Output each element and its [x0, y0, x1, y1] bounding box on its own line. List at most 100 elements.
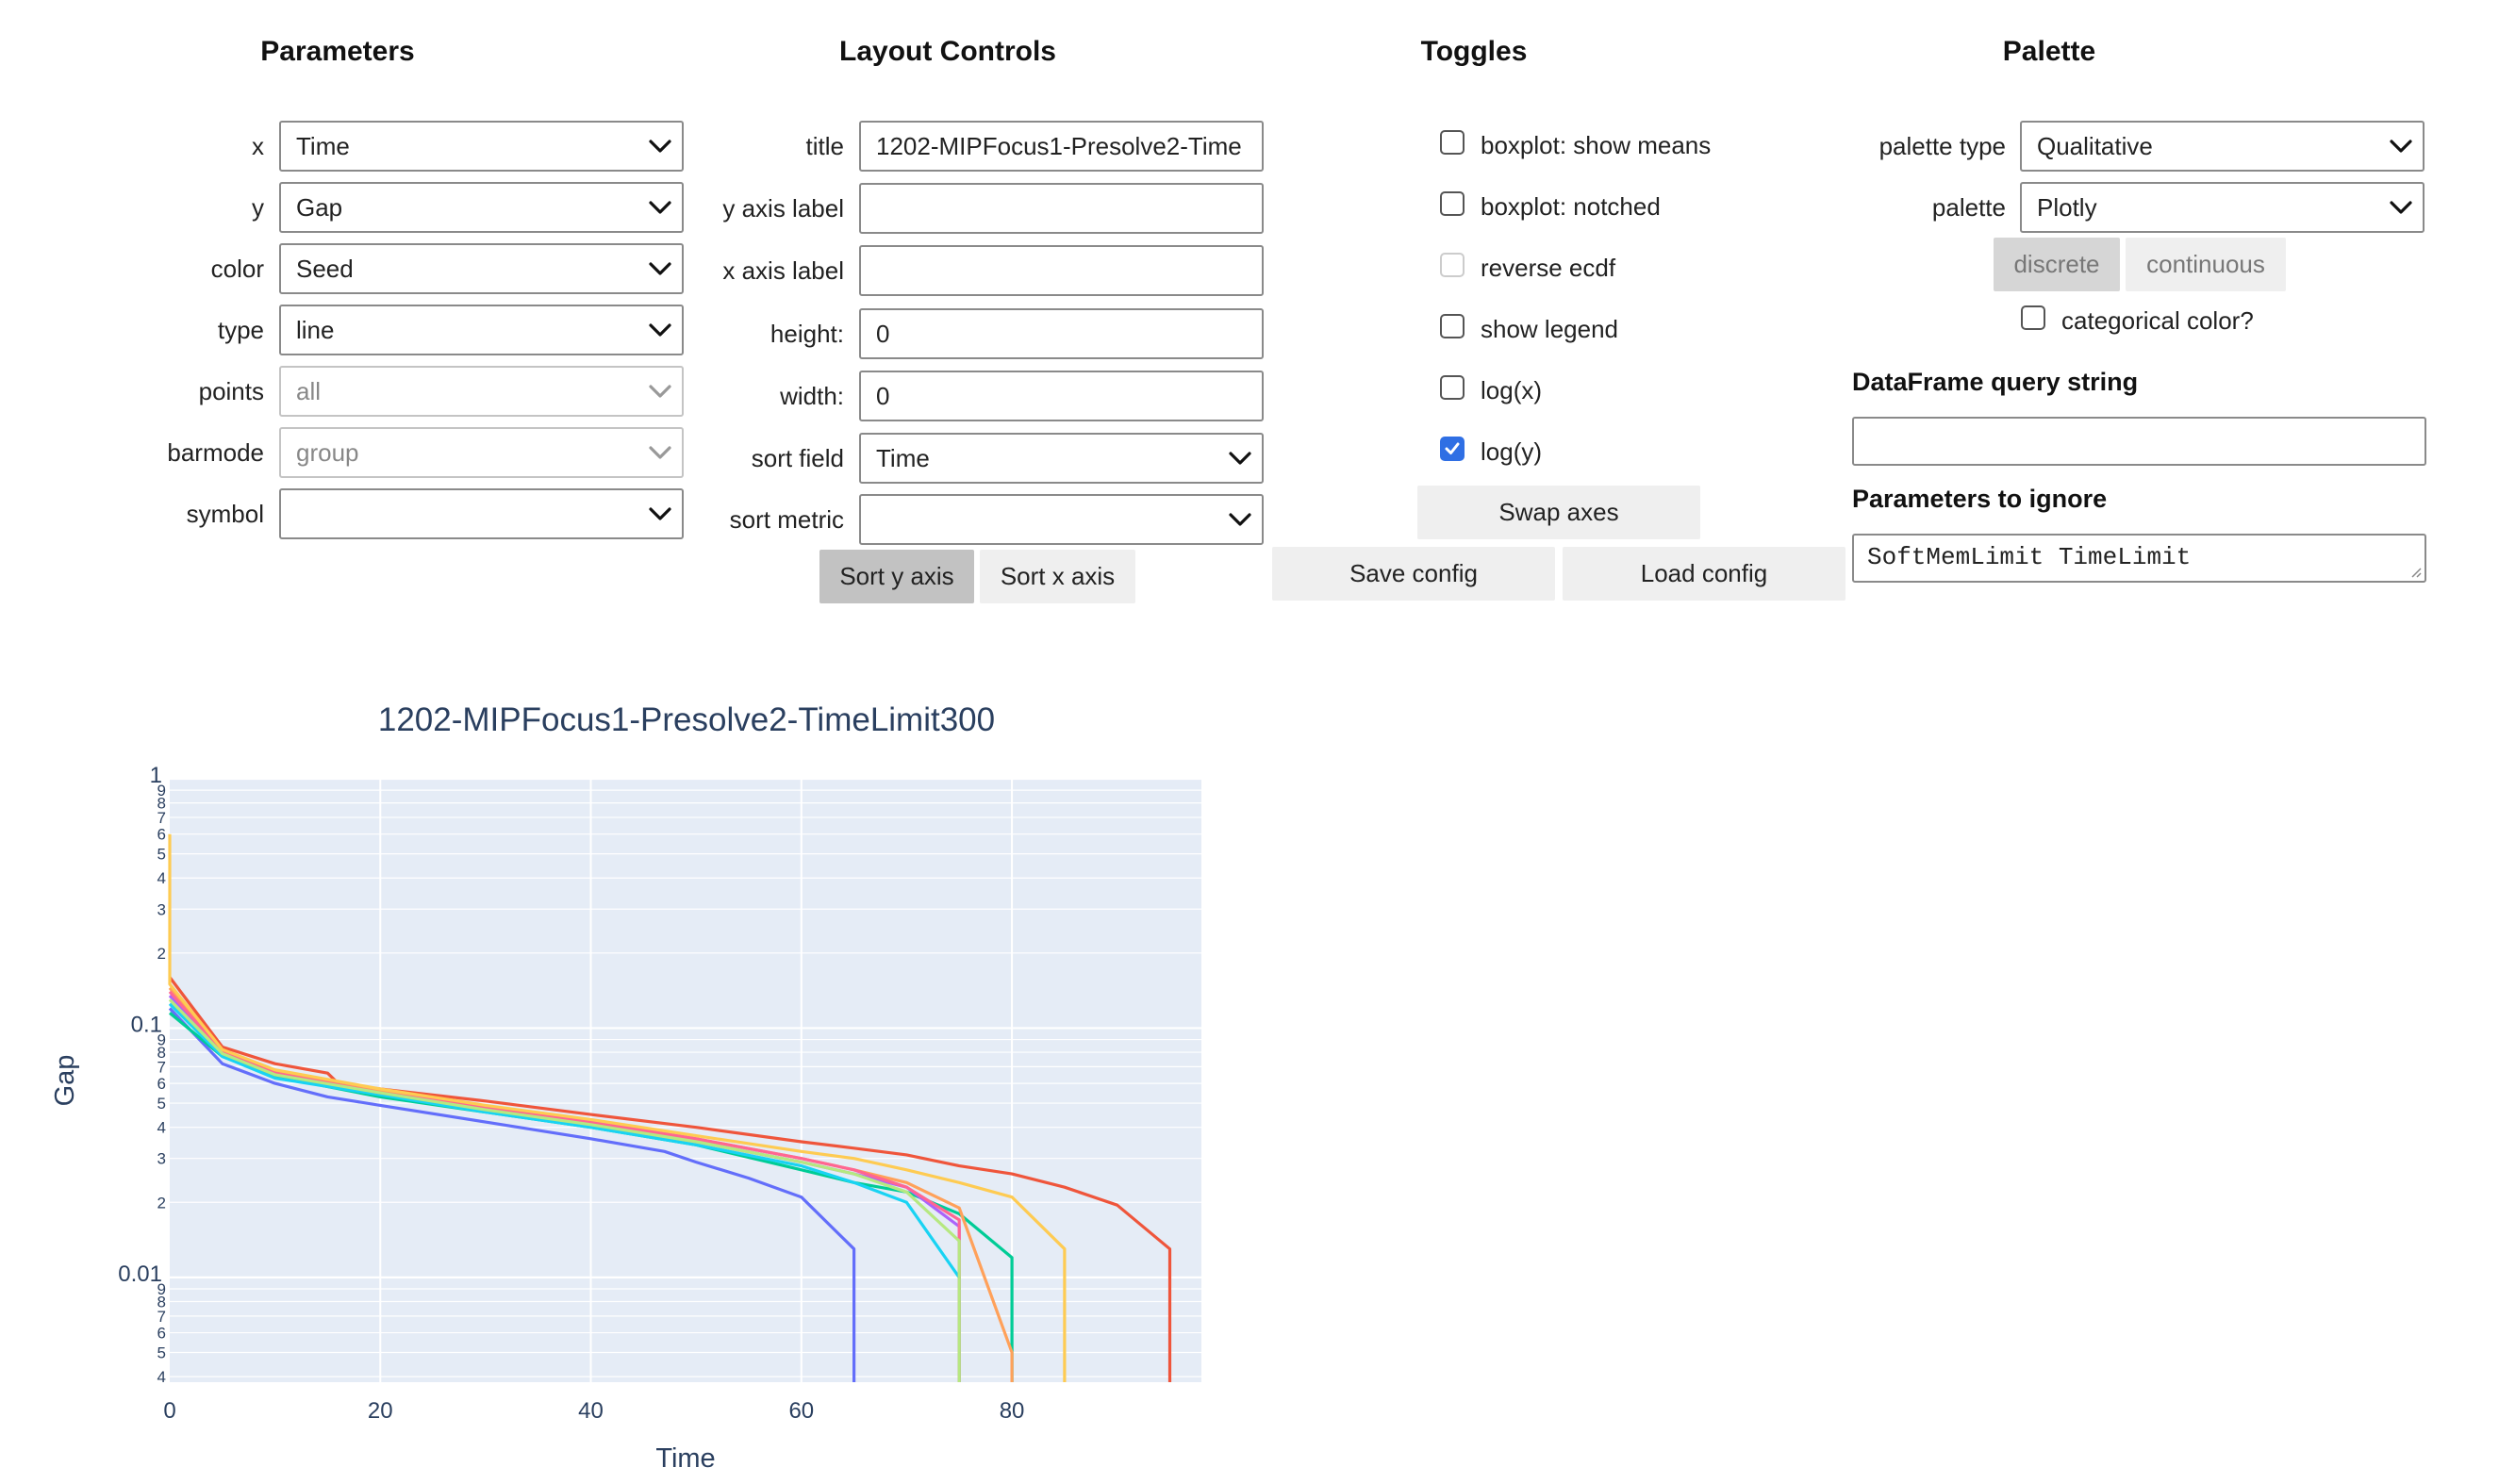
parameters-to-ignore-label: Parameters to ignore [1852, 485, 2108, 513]
sort-y-axis-button[interactable]: Sort y axis [819, 550, 974, 603]
toggle-label: boxplot: notched [1481, 192, 1661, 221]
sort-field-select[interactable]: Time [859, 433, 1264, 484]
chevron-down-icon [649, 446, 671, 459]
param-select-x[interactable]: Time [279, 121, 684, 172]
param-label-y: y [252, 193, 264, 222]
sort-metric-label: sort metric [729, 505, 844, 534]
y-tick-label-minor: 9 [157, 1280, 166, 1298]
y-tick-label-minor: 8 [157, 795, 166, 813]
checkmark-icon [1445, 442, 1460, 454]
param-label-type: type [217, 316, 264, 344]
y-tick-label-minor: 3 [157, 1150, 166, 1168]
title-input[interactable]: 1202-MIPFocus1-Presolve2-Time [859, 121, 1264, 172]
chevron-down-icon [649, 507, 671, 520]
param-value: all [296, 377, 322, 405]
categorical-color-checkbox[interactable] [2021, 305, 2045, 330]
gap-vs-time-chart: 1202-MIPFocus1-Presolve2-TimeLimit300 19… [50, 701, 1201, 1474]
chevron-down-icon [1229, 513, 1251, 526]
y-tick-label-minor: 5 [157, 1095, 166, 1113]
param-value: Gap [296, 193, 343, 222]
toggle-label: reverse ecdf [1481, 254, 1616, 282]
y-tick-label-minor: 6 [157, 1075, 166, 1093]
y-tick-label-minor: 9 [157, 782, 166, 800]
y-axis-label-input[interactable] [859, 183, 1264, 234]
x-axis-label-input[interactable] [859, 245, 1264, 296]
chevron-down-icon [649, 323, 671, 337]
toggle-label: show legend [1481, 315, 1618, 343]
param-label-x: x [252, 132, 264, 160]
x-tick-label: 40 [578, 1398, 604, 1424]
y-tick-label-minor: 4 [157, 1119, 166, 1137]
param-select-color[interactable]: Seed [279, 243, 684, 294]
sort-field-label: sort field [751, 444, 844, 472]
palette-type-select[interactable]: Qualitative [2020, 121, 2425, 172]
x-tick-label: 0 [163, 1398, 175, 1424]
toggle-checkbox[interactable] [1440, 130, 1465, 155]
toggle-checkbox[interactable] [1440, 191, 1465, 216]
parameters-to-ignore-input[interactable]: SoftMemLimit TimeLimit [1852, 534, 2426, 583]
param-value: line [296, 316, 335, 344]
dataframe-query-input[interactable] [1852, 417, 2426, 466]
series-line-0 [168, 1007, 856, 1382]
resize-grip-icon[interactable] [2408, 565, 2422, 578]
y-tick-label-minor: 6 [157, 1325, 166, 1343]
toggles-heading: Toggles [1420, 36, 1528, 67]
load-config-button[interactable]: Load config [1563, 547, 1845, 601]
toggle-checkbox[interactable] [1440, 375, 1465, 400]
sort-field-value: Time [876, 444, 930, 472]
x-axis-label: Time [655, 1443, 715, 1474]
parameters-heading: Parameters [260, 36, 415, 67]
param-select-y[interactable]: Gap [279, 182, 684, 233]
x-tick-label: 80 [1000, 1398, 1025, 1424]
param-select-points: all [279, 366, 684, 417]
toggle-checkbox[interactable] [1440, 437, 1465, 461]
chevron-down-icon [649, 262, 671, 275]
palette-value: Plotly [2037, 193, 2097, 222]
chevron-down-icon [2390, 201, 2412, 214]
width-label: width: [780, 382, 844, 410]
param-value: group [296, 438, 359, 467]
series-lines [168, 833, 1172, 1382]
y-tick-label-major: 1 [150, 763, 162, 788]
palette-type-label: palette type [1878, 132, 2006, 160]
continuous-tab[interactable]: continuous [2126, 238, 2286, 291]
chevron-down-icon [649, 385, 671, 398]
categorical-color-label: categorical color? [2061, 306, 2254, 335]
y-tick-label-minor: 2 [157, 945, 166, 963]
palette-type-value: Qualitative [2037, 132, 2153, 160]
palette-select[interactable]: Plotly [2020, 182, 2425, 233]
width-input[interactable]: 0 [859, 371, 1264, 421]
y-tick-label-minor: 4 [157, 869, 166, 887]
palette-heading: Palette [2002, 36, 2096, 67]
x-tick-label: 20 [368, 1398, 393, 1424]
layout-controls-heading: Layout Controls [839, 36, 1056, 67]
y-tick-label-minor: 7 [157, 809, 166, 827]
series-line-8 [168, 833, 1067, 1382]
toggle-checkbox[interactable] [1440, 314, 1465, 338]
y-tick-label-major: 0.1 [131, 1012, 162, 1037]
height-input[interactable]: 0 [859, 308, 1264, 359]
palette-label: palette [1931, 193, 2006, 222]
param-value: Seed [296, 255, 354, 283]
sort-metric-select[interactable] [859, 494, 1264, 545]
x-tick-labels: 0 20 40 60 80 [163, 1398, 1024, 1424]
discrete-tab[interactable]: discrete [1994, 238, 2120, 291]
gridlines [170, 777, 1201, 1382]
save-config-button[interactable]: Save config [1272, 547, 1555, 601]
y-tick-label-minor: 5 [157, 846, 166, 864]
y-tick-label-minor: 8 [157, 1044, 166, 1062]
param-label-symbol: symbol [186, 500, 264, 528]
param-select-type[interactable]: line [279, 305, 684, 355]
series-line-7 [168, 998, 961, 1382]
parameters-to-ignore-value: SoftMemLimit TimeLimit [1867, 543, 2192, 571]
swap-axes-button[interactable]: Swap axes [1417, 486, 1700, 539]
y-tick-label-minor: 7 [157, 1308, 166, 1326]
y-tick-label-minor: 9 [157, 1031, 166, 1049]
y-tick-label-minor: 8 [157, 1294, 166, 1311]
param-label-color: color [210, 255, 264, 283]
y-tick-label-minor: 2 [157, 1194, 166, 1212]
sort-x-axis-button[interactable]: Sort x axis [980, 550, 1135, 603]
y-tick-label-minor: 7 [157, 1058, 166, 1076]
param-select-symbol[interactable] [279, 488, 684, 539]
